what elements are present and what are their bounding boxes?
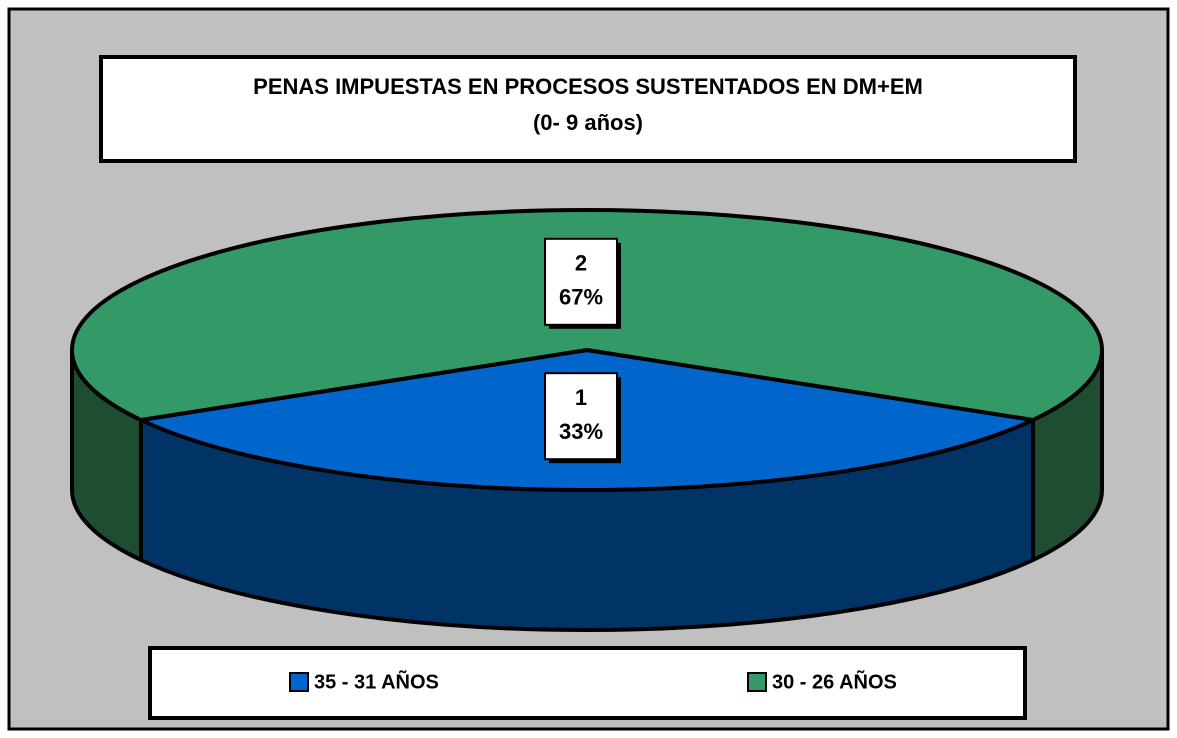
- chart-title: PENAS IMPUESTAS EN PROCESOS SUSTENTADOS …: [253, 74, 923, 99]
- title-box: [99, 55, 1077, 163]
- legend-swatch: [747, 672, 767, 692]
- legend-label: 30 - 26 AÑOS: [772, 670, 897, 693]
- legend-swatch: [289, 672, 309, 692]
- data-label: 1: [575, 385, 587, 410]
- label-box: [544, 372, 618, 461]
- data-label: 33%: [559, 419, 603, 444]
- data-label: 67%: [559, 285, 603, 310]
- legend-label: 35 - 31 AÑOS: [314, 670, 439, 693]
- chart-title: (0- 9 años): [533, 110, 643, 135]
- label-box: [544, 237, 618, 326]
- data-label: 2: [575, 251, 587, 276]
